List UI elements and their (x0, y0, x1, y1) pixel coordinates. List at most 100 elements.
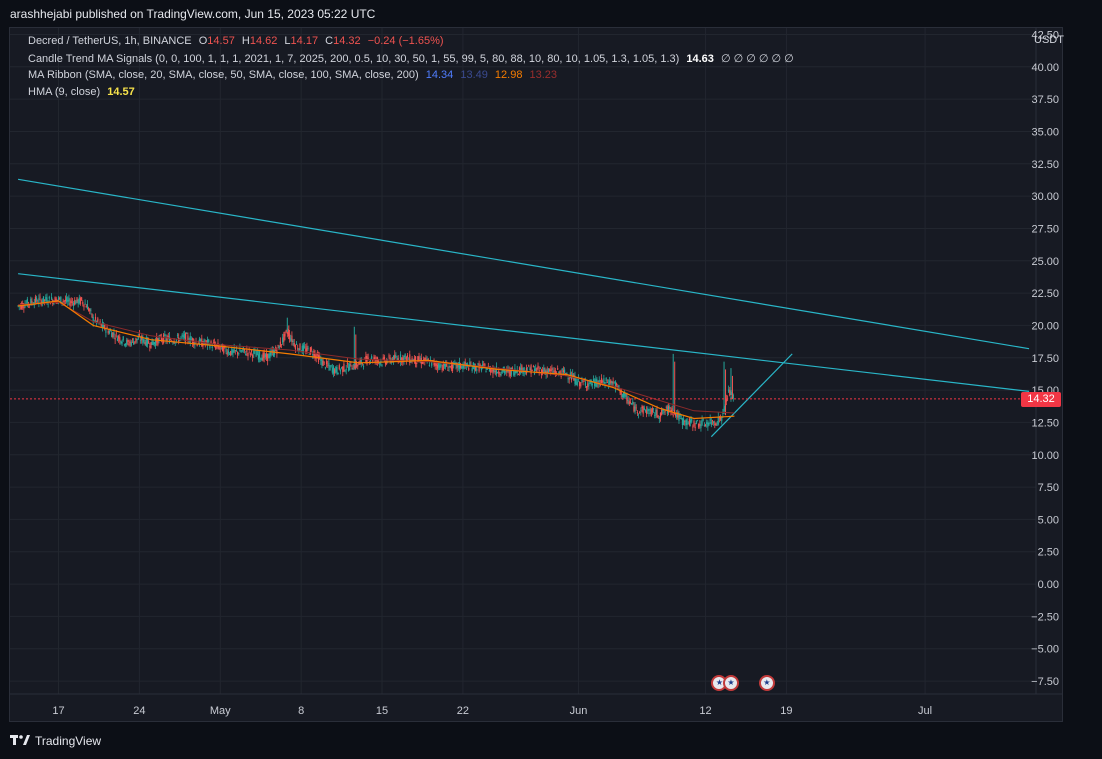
candle-body (431, 360, 433, 366)
candle-body (231, 348, 233, 355)
candle-body (232, 350, 234, 353)
candle-body (252, 354, 254, 358)
candle-body (517, 373, 519, 375)
candle-body (24, 304, 26, 308)
candle-body (436, 364, 439, 369)
candle-body (592, 379, 595, 382)
candle-body (522, 369, 524, 374)
candle-body (283, 334, 285, 342)
candle-body (685, 420, 687, 426)
candle-body (118, 336, 120, 339)
candle-body (477, 363, 479, 365)
candle-body (256, 350, 258, 356)
candle-body (671, 408, 673, 413)
candle-body (683, 418, 685, 425)
candle-body (576, 381, 578, 385)
legend-row-symbol[interactable]: Decred / TetherUS, 1h, BINANCE O14.57 H1… (28, 35, 448, 47)
candle-body (38, 298, 40, 303)
candle-body (351, 368, 353, 370)
candle-body (373, 357, 375, 359)
candle-body (353, 364, 355, 369)
candle-body (219, 347, 221, 349)
chart-panel[interactable]: 42.50 40.00 37.50 35.00 32.50 30.00 27.50 25.00… (9, 27, 1064, 722)
candle-body (717, 416, 719, 425)
candle-body (314, 353, 316, 357)
candle-body (567, 378, 569, 380)
footer-branding[interactable]: TradingView (10, 734, 101, 748)
candle-body (94, 316, 97, 320)
price-tick-label: 22.50 (1031, 288, 1059, 300)
candle-body (418, 356, 420, 361)
candle-body (196, 344, 198, 346)
candle-body (646, 410, 648, 415)
candle-body (290, 338, 292, 341)
candle-body (218, 345, 220, 350)
candle-body (421, 361, 424, 364)
us-flag-icon[interactable]: ★ (722, 675, 739, 691)
legend-row-hma[interactable]: HMA (9, close) 14.57 (28, 86, 139, 98)
candle-body (728, 389, 730, 392)
candle-body (501, 369, 503, 374)
price-tick-label: 17.50 (1031, 353, 1059, 365)
candle-body (408, 358, 410, 360)
candle-body (450, 362, 452, 370)
candle-body (57, 297, 60, 301)
candle-body (210, 341, 212, 344)
candle-body (427, 359, 429, 361)
candle-body (130, 342, 132, 346)
candle-body (323, 361, 325, 363)
price-chart[interactable]: 42.50 40.00 37.50 35.00 32.50 30.00 27.50 25.00… (10, 28, 1062, 721)
candle-body (442, 362, 444, 371)
candle-body (691, 418, 693, 422)
candle-body (648, 413, 650, 415)
candle-body (305, 348, 307, 353)
candle-body (203, 339, 205, 344)
candle-body (127, 340, 129, 342)
candle-body (226, 352, 228, 355)
candle-body (702, 419, 704, 421)
legend-row-candle-trend[interactable]: Candle Trend MA Signals (0, 0, 100, 1, 1… (28, 52, 798, 65)
candle-body (112, 332, 114, 338)
candle-body (662, 408, 664, 412)
time-tick-label: 8 (298, 705, 304, 717)
candle-body (254, 350, 256, 352)
candle-body (277, 345, 279, 346)
candle-body (172, 342, 174, 344)
candle-body (137, 337, 139, 340)
candle-body (91, 313, 93, 318)
candle-body (92, 316, 94, 323)
candle-body (168, 336, 171, 344)
candle-body (152, 341, 154, 345)
candle-body (347, 366, 350, 371)
candle-body (165, 336, 167, 341)
legend-row-ma-ribbon[interactable]: MA Ribbon (SMA, close, 20, SMA, close, 5… (28, 69, 561, 81)
candle-body (553, 370, 555, 372)
candle-body (483, 363, 485, 365)
candle-body (532, 366, 534, 367)
candle-body (329, 366, 331, 371)
candle-trend-label: Candle Trend MA Signals (0, 0, 100, 1, 1… (28, 53, 680, 65)
candle-body (637, 413, 640, 415)
candle-body (679, 414, 681, 417)
candle-body (157, 338, 159, 345)
candle-body (153, 342, 156, 345)
candle-body (525, 367, 528, 374)
candle-body (446, 362, 448, 367)
time-tick-label: 17 (52, 705, 64, 717)
us-flag-icon[interactable]: ★ (758, 675, 775, 691)
candle-body (246, 349, 248, 353)
candle-body (163, 334, 165, 344)
candle-body (381, 364, 383, 366)
candle-body (136, 338, 138, 340)
candle-body (175, 339, 177, 341)
brand-name: TradingView (35, 734, 102, 748)
candle-body (105, 330, 107, 333)
candle-body (268, 353, 270, 359)
candle-body (180, 336, 182, 338)
candle-body (492, 368, 494, 374)
candle-body (672, 414, 674, 416)
candle-body (258, 351, 261, 359)
candle-body (409, 354, 411, 364)
candle-body (732, 394, 734, 399)
candle-body (695, 420, 697, 425)
